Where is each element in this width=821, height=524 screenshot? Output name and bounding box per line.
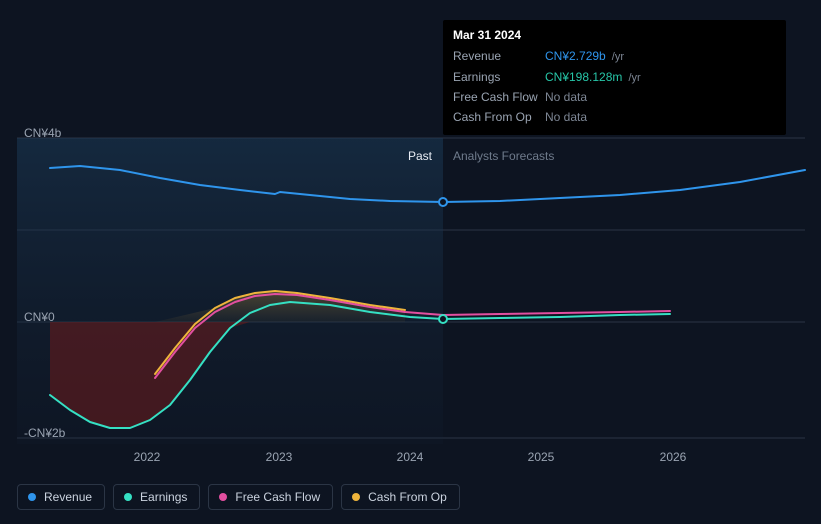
tooltip-metric-label: Revenue — [453, 46, 545, 67]
legend-dot — [28, 493, 36, 501]
tooltip-metric-value: No data — [545, 87, 776, 107]
x-axis-label: 2024 — [397, 450, 424, 464]
tooltip-metric-value: No data — [545, 107, 776, 127]
tooltip-row: Cash From OpNo data — [453, 107, 776, 127]
tooltip-metric-label: Cash From Op — [453, 107, 545, 127]
legend-label: Free Cash Flow — [235, 490, 320, 504]
past-label: Past — [408, 149, 432, 163]
legend-label: Revenue — [44, 490, 92, 504]
legend-label: Earnings — [140, 490, 187, 504]
tooltip-metric-label: Free Cash Flow — [453, 87, 545, 107]
forecast-label: Analysts Forecasts — [453, 149, 554, 163]
legend-item[interactable]: Free Cash Flow — [208, 484, 333, 510]
chart-tooltip: Mar 31 2024 RevenueCN¥2.729b /yrEarnings… — [443, 20, 786, 135]
x-axis-label: 2022 — [134, 450, 161, 464]
x-axis-label: 2023 — [266, 450, 293, 464]
y-axis-label: CN¥4b — [24, 126, 61, 140]
legend-item[interactable]: Cash From Op — [341, 484, 460, 510]
tooltip-row: EarningsCN¥198.128m /yr — [453, 67, 776, 88]
chart-legend: Revenue Earnings Free Cash Flow Cash From O… — [17, 484, 460, 510]
legend-label: Cash From Op — [368, 490, 447, 504]
y-axis-label: CN¥0 — [24, 310, 55, 324]
x-axis-label: 2025 — [528, 450, 555, 464]
tooltip-row: Free Cash FlowNo data — [453, 87, 776, 107]
tooltip-row: RevenueCN¥2.729b /yr — [453, 46, 776, 67]
legend-dot — [124, 493, 132, 501]
legend-dot — [219, 493, 227, 501]
tooltip-metric-value: CN¥2.729b /yr — [545, 46, 776, 67]
legend-item[interactable]: Earnings — [113, 484, 200, 510]
tooltip-metric-value: CN¥198.128m /yr — [545, 67, 776, 88]
legend-item[interactable]: Revenue — [17, 484, 105, 510]
tooltip-table: RevenueCN¥2.729b /yrEarningsCN¥198.128m … — [453, 46, 776, 127]
y-axis-label: -CN¥2b — [24, 426, 65, 440]
tooltip-metric-label: Earnings — [453, 67, 545, 88]
x-axis-label: 2026 — [660, 450, 687, 464]
legend-dot — [352, 493, 360, 501]
financial-chart: { "tooltip": { "title": "Mar 31 2024", "… — [0, 0, 821, 524]
tooltip-date: Mar 31 2024 — [453, 26, 776, 44]
